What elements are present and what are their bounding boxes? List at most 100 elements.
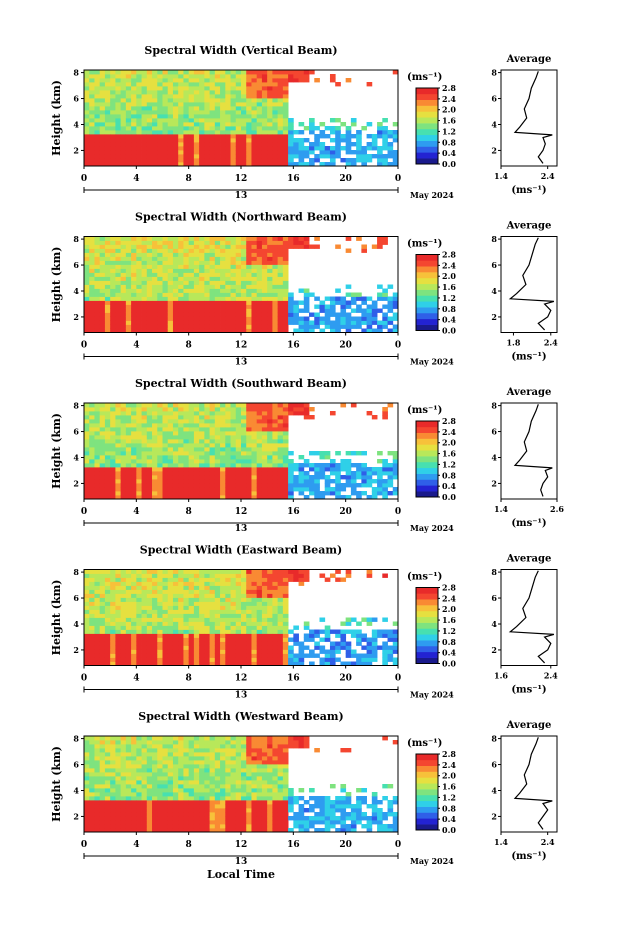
heatmap-cell bbox=[251, 240, 258, 245]
heatmap-cell bbox=[204, 495, 210, 500]
heatmap-cell bbox=[251, 645, 258, 650]
heatmap-cell bbox=[199, 114, 205, 119]
average-title: Average bbox=[506, 54, 552, 65]
heatmap-cell bbox=[387, 653, 394, 658]
colorbar-unit: (ms⁻¹) bbox=[407, 72, 442, 83]
heatmap-cell bbox=[115, 419, 122, 424]
heatmap-cell bbox=[267, 491, 273, 496]
heatmap-cell bbox=[172, 609, 179, 614]
heatmap-cell bbox=[99, 236, 106, 241]
colorbar-segment bbox=[416, 593, 438, 600]
heatmap-cell bbox=[183, 252, 190, 257]
heatmap-cell bbox=[199, 613, 205, 618]
heatmap-cell bbox=[277, 90, 284, 95]
heatmap-cell bbox=[94, 260, 101, 265]
heatmap-cell bbox=[209, 74, 216, 79]
heatmap-cell bbox=[387, 316, 394, 321]
heatmap-cell bbox=[251, 471, 258, 476]
heatmap-cell bbox=[241, 74, 247, 79]
heatmap-cell bbox=[230, 597, 237, 602]
heatmap-cell bbox=[345, 569, 352, 574]
heatmap-cell bbox=[298, 162, 305, 167]
heatmap-cell bbox=[131, 138, 137, 143]
avg-y-tick-label: 4 bbox=[491, 619, 497, 629]
heatmap-cell bbox=[261, 142, 268, 147]
heatmap-cell bbox=[94, 800, 101, 805]
heatmap-cell bbox=[356, 158, 362, 163]
heatmap-cell bbox=[272, 427, 279, 432]
heatmap-cell bbox=[382, 154, 388, 159]
heatmap-cell bbox=[157, 491, 163, 496]
heatmap-cell bbox=[230, 407, 237, 412]
heatmap-cell bbox=[188, 447, 195, 452]
heatmap-cell bbox=[230, 657, 237, 662]
heatmap-cell bbox=[241, 300, 247, 305]
heatmap-cell bbox=[204, 629, 210, 634]
heatmap-cell bbox=[256, 74, 263, 79]
heatmap-cell bbox=[162, 260, 169, 265]
heatmap-cell bbox=[261, 475, 268, 480]
heatmap-cell bbox=[110, 772, 116, 777]
heatmap-cell bbox=[115, 487, 122, 492]
heatmap-cell bbox=[172, 475, 179, 480]
heatmap-cell bbox=[261, 573, 268, 578]
heatmap-cell bbox=[314, 641, 320, 646]
heatmap-cell bbox=[104, 577, 111, 582]
heatmap-cell bbox=[183, 162, 190, 167]
heatmap-cell bbox=[261, 645, 268, 650]
heatmap-cell bbox=[84, 162, 90, 167]
heatmap-cell bbox=[220, 645, 226, 650]
heatmap-cell bbox=[199, 94, 205, 99]
heatmap-cell bbox=[220, 605, 226, 610]
heatmap-cell bbox=[293, 637, 299, 642]
heatmap-cell bbox=[141, 70, 148, 75]
heatmap-cell bbox=[220, 585, 226, 590]
heatmap-cell bbox=[392, 463, 399, 468]
heatmap-cell bbox=[157, 154, 163, 159]
heatmap-cell bbox=[94, 637, 101, 642]
heatmap-cell bbox=[141, 272, 148, 277]
heatmap-cell bbox=[220, 138, 226, 143]
heatmap-cell bbox=[272, 483, 279, 488]
heatmap-cell bbox=[225, 304, 231, 309]
heatmap-cell bbox=[392, 138, 399, 143]
heatmap-cell bbox=[387, 475, 394, 480]
heatmap-cell bbox=[230, 601, 237, 606]
heatmap-cell bbox=[246, 158, 252, 163]
heatmap-cell bbox=[340, 122, 347, 127]
heatmap-cell bbox=[235, 118, 242, 123]
heatmap-cell bbox=[256, 264, 263, 269]
heatmap-cell bbox=[288, 138, 294, 143]
heatmap-cell bbox=[146, 423, 153, 428]
colorbar-segment bbox=[416, 622, 438, 629]
heatmap-cell bbox=[99, 816, 106, 821]
heatmap-cell bbox=[371, 300, 378, 305]
heatmap-cell bbox=[162, 403, 169, 408]
heatmap-cell bbox=[319, 150, 326, 155]
heatmap-cell bbox=[104, 641, 111, 646]
heatmap-cell bbox=[162, 256, 169, 261]
heatmap-cell bbox=[350, 320, 357, 325]
heatmap-cell bbox=[246, 435, 252, 440]
heatmap-cell bbox=[183, 70, 190, 75]
heatmap-cell bbox=[120, 601, 127, 606]
heatmap-cell bbox=[309, 162, 315, 167]
heatmap-cell bbox=[193, 403, 200, 408]
heatmap-cell bbox=[387, 633, 394, 638]
heatmap-cell bbox=[172, 621, 179, 626]
heatmap-cell bbox=[199, 479, 205, 484]
heatmap-cell bbox=[84, 292, 90, 297]
heatmap-cell bbox=[272, 645, 279, 650]
heatmap-cell bbox=[382, 649, 388, 654]
heatmap-cell bbox=[183, 142, 190, 147]
heatmap-cell bbox=[94, 776, 101, 781]
heatmap-cell bbox=[172, 569, 179, 574]
heatmap-cell bbox=[131, 593, 137, 598]
heatmap-cell bbox=[241, 252, 247, 257]
colorbar-segment bbox=[416, 438, 438, 445]
heatmap-cell bbox=[251, 585, 258, 590]
heatmap-cell bbox=[136, 605, 142, 610]
heatmap-cell bbox=[225, 637, 231, 642]
heatmap-cell bbox=[94, 495, 101, 500]
heatmap-cell bbox=[277, 98, 284, 103]
